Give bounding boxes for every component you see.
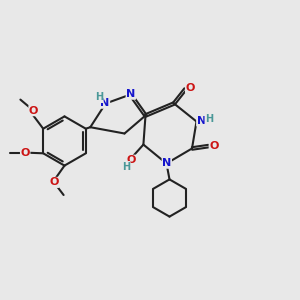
- Text: O: O: [126, 155, 136, 165]
- Text: O: O: [20, 148, 30, 158]
- Text: N: N: [126, 89, 135, 99]
- Text: H: H: [205, 114, 213, 124]
- Text: O: O: [49, 177, 59, 188]
- Text: N: N: [197, 116, 206, 126]
- Text: O: O: [29, 106, 38, 116]
- Text: N: N: [162, 158, 171, 168]
- Text: O: O: [185, 82, 195, 93]
- Text: N: N: [100, 98, 109, 108]
- Text: H: H: [122, 161, 130, 172]
- Text: O: O: [209, 141, 219, 151]
- Text: H: H: [95, 92, 103, 103]
